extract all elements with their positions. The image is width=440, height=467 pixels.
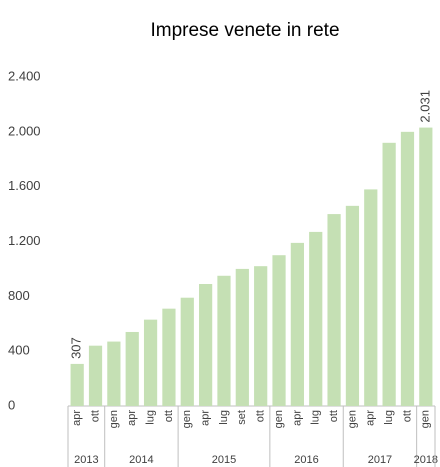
x-tick-label: gen <box>181 410 193 428</box>
bar <box>235 268 249 406</box>
x-tick-label: ott <box>163 410 175 422</box>
bar <box>199 283 213 406</box>
x-tick-label: apr <box>365 410 377 426</box>
y-tick-label: 2.000 <box>8 123 41 138</box>
x-tick-label: ott <box>255 410 267 422</box>
year-label: 2014 <box>129 454 153 466</box>
bar <box>309 231 323 406</box>
y-tick-label: 2.400 <box>8 68 41 83</box>
year-label: 2016 <box>294 454 318 466</box>
x-tick-label: ott <box>89 410 101 422</box>
x-tick-label: apr <box>126 410 138 426</box>
year-label: 2015 <box>212 454 236 466</box>
bar <box>419 127 433 407</box>
x-tick-label: apr <box>291 410 303 426</box>
bar <box>143 319 158 406</box>
data-label: 307 <box>69 337 84 359</box>
bar <box>180 297 194 406</box>
bar <box>254 266 268 406</box>
x-tick-label: gen <box>108 410 120 428</box>
bar <box>290 242 304 406</box>
x-tick-label: gen <box>346 410 358 428</box>
x-tick-label: apr <box>71 410 83 426</box>
x-tick-label: ott <box>328 410 340 422</box>
chart-title: Imprese venete in rete <box>150 20 339 41</box>
x-tick-label: gen <box>420 410 432 428</box>
x-tick-label: lug <box>144 410 156 425</box>
x-tick-label: lug <box>310 410 322 425</box>
bar <box>217 275 231 406</box>
x-tick-label: gen <box>273 410 285 428</box>
x-tick-label: lug <box>383 410 395 425</box>
y-tick-label: 0 <box>8 397 15 412</box>
bar <box>327 214 341 406</box>
bar <box>162 308 176 406</box>
y-tick-label: 1.600 <box>8 178 41 193</box>
y-tick-label: 400 <box>8 343 30 358</box>
y-tick-label: 1.200 <box>8 233 41 248</box>
bar <box>88 345 103 406</box>
bar <box>272 255 286 406</box>
x-tick-label: ott <box>401 410 413 422</box>
bar <box>400 131 415 407</box>
year-label: 2013 <box>74 454 98 466</box>
x-tick-label: lug <box>218 410 230 425</box>
year-label: 2017 <box>368 454 392 466</box>
bar <box>125 331 139 406</box>
x-tick-label: apr <box>200 410 212 426</box>
bar <box>345 205 360 406</box>
year-label: 2018 <box>414 454 438 466</box>
bar <box>364 189 378 406</box>
bar <box>382 142 396 407</box>
y-tick-label: 800 <box>8 288 30 303</box>
data-label: 2.031 <box>417 90 432 123</box>
x-tick-label: set <box>236 410 248 425</box>
bar <box>107 341 121 406</box>
bar <box>70 363 84 406</box>
